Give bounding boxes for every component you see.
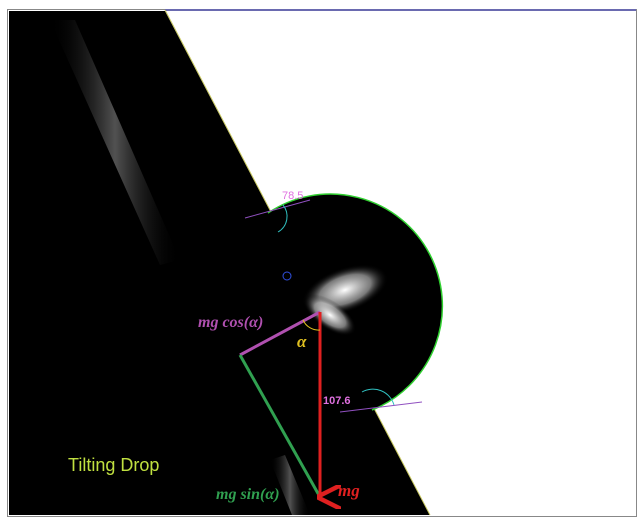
label-mg: mg	[338, 481, 360, 500]
angle-arc	[277, 204, 288, 233]
label-alpha: α	[297, 332, 307, 351]
angle-right: 107.6	[323, 395, 351, 407]
vector-mg-sin	[238, 354, 322, 498]
center-mark	[282, 271, 292, 281]
highlight	[304, 294, 356, 336]
label-mg-cos: mg cos(α)	[198, 314, 263, 331]
angle-arc	[361, 388, 395, 406]
alpha-arc	[302, 319, 321, 331]
label-mg-sin: mg sin(α)	[216, 486, 280, 503]
tangent-right	[339, 401, 423, 413]
streak	[50, 20, 180, 265]
drop-outline	[267, 193, 444, 411]
tangent-left	[244, 199, 311, 219]
vector-mg-cos	[239, 310, 321, 357]
streak	[270, 455, 310, 515]
caption: Tilting Drop	[68, 455, 159, 475]
angle-left: 78.5	[282, 190, 303, 202]
